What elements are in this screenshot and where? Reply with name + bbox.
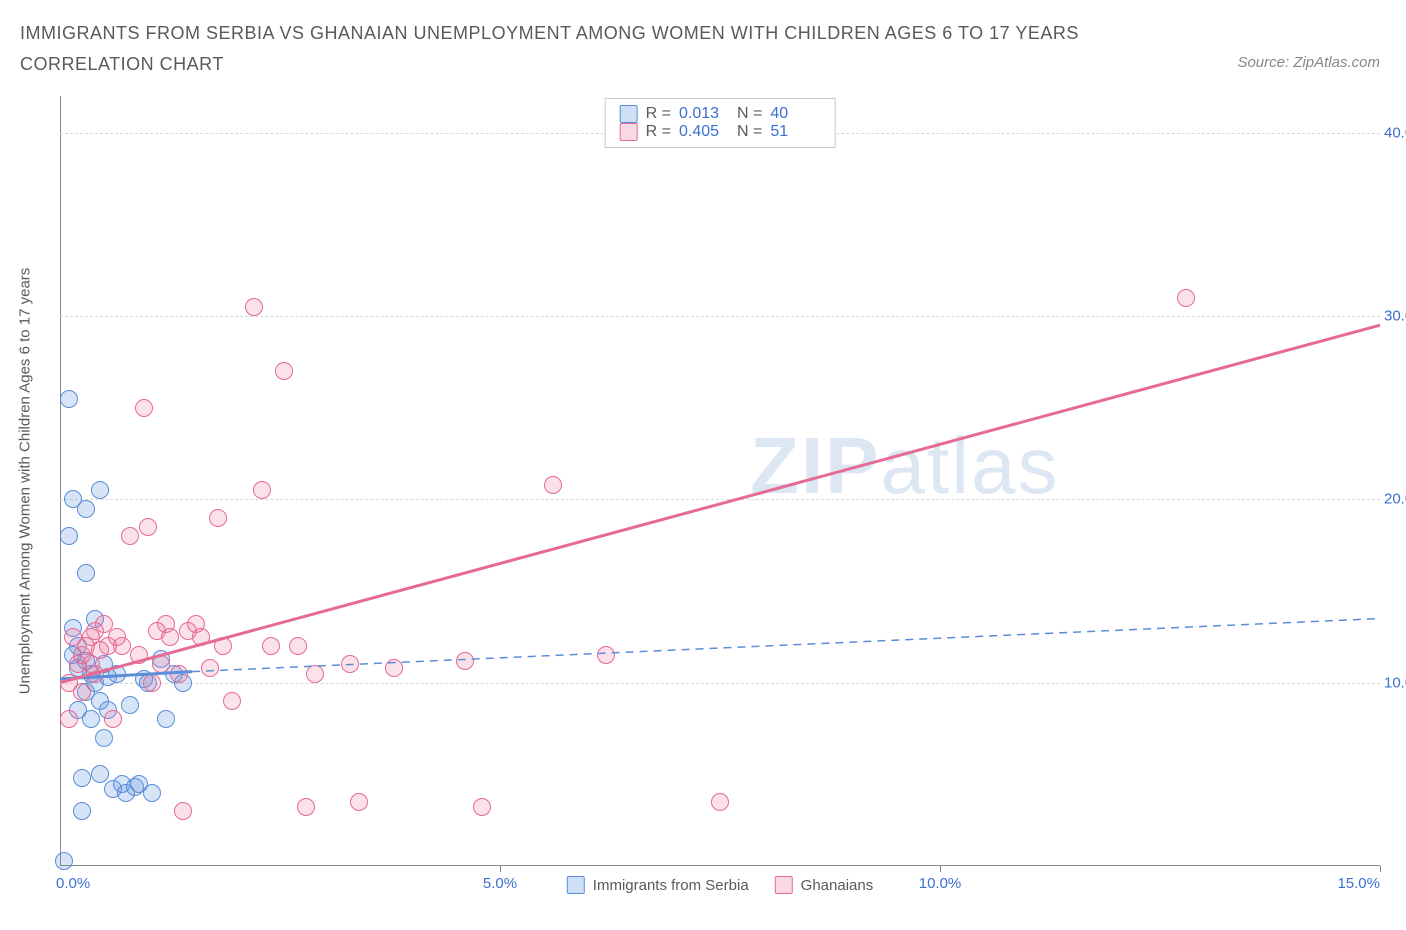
data-point	[214, 637, 232, 655]
y-tick-label: 10.0%	[1384, 674, 1406, 691]
source-attribution: Source: ZipAtlas.com	[1237, 54, 1380, 71]
swatch-icon	[567, 876, 585, 894]
gridline	[60, 499, 1380, 500]
data-point	[289, 637, 307, 655]
data-point	[157, 710, 175, 728]
data-point	[456, 652, 474, 670]
data-point	[82, 710, 100, 728]
data-point	[73, 802, 91, 820]
data-point	[135, 399, 153, 417]
data-point	[95, 729, 113, 747]
legend: Immigrants from Serbia Ghanaians	[567, 876, 873, 894]
r-value: 0.013	[679, 105, 729, 123]
data-point	[77, 564, 95, 582]
swatch-icon	[775, 876, 793, 894]
x-tick-mark	[500, 866, 501, 872]
legend-item: Ghanaians	[775, 876, 874, 894]
data-point	[275, 362, 293, 380]
x-tick-label: 15.0%	[1337, 875, 1380, 892]
data-point	[192, 628, 210, 646]
data-point	[201, 659, 219, 677]
data-point	[143, 674, 161, 692]
legend-label: Ghanaians	[801, 877, 874, 894]
y-tick-label: 40.0%	[1384, 124, 1406, 141]
data-point	[161, 628, 179, 646]
x-tick-mark	[940, 866, 941, 872]
data-point	[341, 655, 359, 673]
data-point	[121, 527, 139, 545]
data-point	[91, 765, 109, 783]
chart-area: Unemployment Among Women with Children A…	[60, 96, 1380, 866]
legend-label: Immigrants from Serbia	[593, 877, 749, 894]
data-point	[55, 852, 73, 870]
n-value: 40	[770, 105, 820, 123]
data-point	[174, 802, 192, 820]
data-point	[139, 518, 157, 536]
r-value: 0.405	[679, 123, 729, 141]
legend-item: Immigrants from Serbia	[567, 876, 749, 894]
x-tick-label: 5.0%	[483, 875, 517, 892]
data-point	[253, 481, 271, 499]
data-point	[385, 659, 403, 677]
data-point	[108, 665, 126, 683]
data-point	[473, 798, 491, 816]
y-tick-label: 30.0%	[1384, 308, 1406, 325]
data-point	[60, 390, 78, 408]
data-point	[77, 500, 95, 518]
data-point	[223, 692, 241, 710]
data-point	[152, 655, 170, 673]
stat-row: R = 0.013 N = 40	[620, 105, 821, 123]
n-label: N =	[737, 123, 762, 141]
data-point	[143, 784, 161, 802]
data-point	[245, 298, 263, 316]
data-point	[113, 637, 131, 655]
r-label: R =	[646, 123, 671, 141]
data-point	[73, 683, 91, 701]
data-point	[262, 637, 280, 655]
y-tick-label: 20.0%	[1384, 491, 1406, 508]
data-point	[170, 665, 188, 683]
data-point	[73, 769, 91, 787]
x-tick-label: 10.0%	[919, 875, 962, 892]
data-point	[60, 527, 78, 545]
data-point	[209, 509, 227, 527]
chart-title: IMMIGRANTS FROM SERBIA VS GHANAIAN UNEMP…	[20, 18, 1120, 79]
swatch-icon	[620, 105, 638, 123]
data-point	[121, 696, 139, 714]
data-point	[544, 476, 562, 494]
data-point	[597, 646, 615, 664]
data-point	[91, 481, 109, 499]
stats-box: R = 0.013 N = 40 R = 0.405 N = 51	[605, 98, 836, 148]
r-label: R =	[646, 105, 671, 123]
swatch-icon	[620, 123, 638, 141]
gridline	[60, 316, 1380, 317]
data-point	[60, 710, 78, 728]
data-point	[297, 798, 315, 816]
stat-row: R = 0.405 N = 51	[620, 123, 821, 141]
n-label: N =	[737, 105, 762, 123]
data-point	[711, 793, 729, 811]
gridline	[60, 683, 1380, 684]
data-point	[350, 793, 368, 811]
data-point	[1177, 289, 1195, 307]
x-tick-mark	[1380, 866, 1381, 872]
x-tick-label: 0.0%	[56, 875, 90, 892]
data-point	[306, 665, 324, 683]
n-value: 51	[770, 123, 820, 141]
y-axis-label: Unemployment Among Women with Children A…	[17, 268, 34, 695]
data-point	[130, 646, 148, 664]
data-point	[104, 710, 122, 728]
data-point	[86, 665, 104, 683]
